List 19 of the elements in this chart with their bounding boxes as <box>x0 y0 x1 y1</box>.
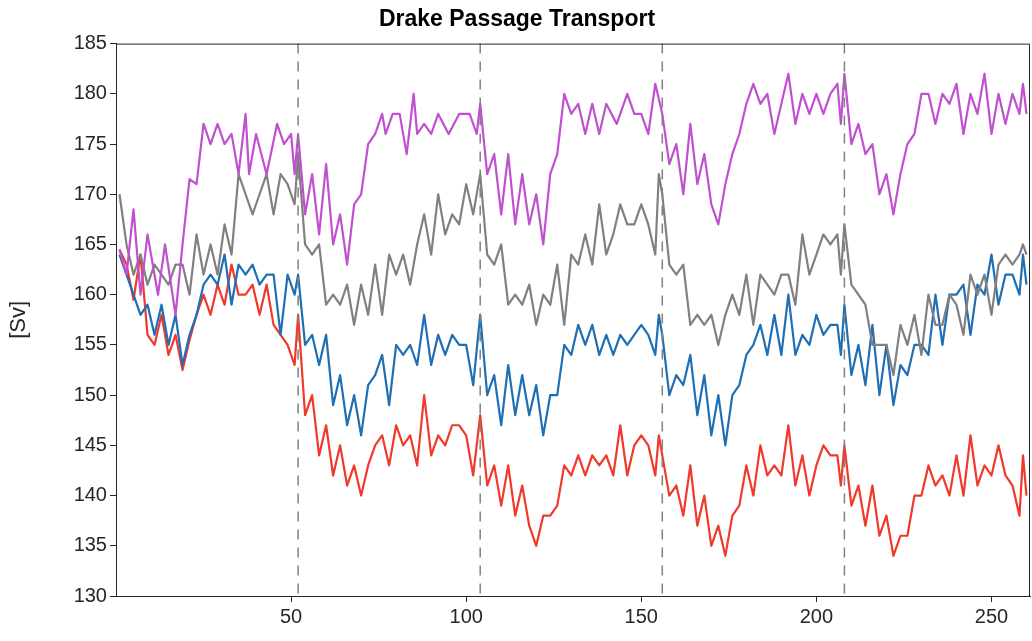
y-tick-label: 180 <box>73 81 107 104</box>
y-tick-label: 135 <box>73 533 107 556</box>
x-tick-label: 250 <box>974 604 1009 627</box>
y-tick-label: 170 <box>73 181 107 204</box>
y-tick-label: 130 <box>73 583 107 606</box>
y-tick-label: 185 <box>73 31 107 54</box>
y-axis-title: [Sv] <box>5 300 31 339</box>
x-tick-label: 100 <box>449 604 483 627</box>
chart-title: Drake Passage Transport <box>378 5 656 32</box>
x-tick-label: 50 <box>279 604 303 627</box>
x-tick-label: 150 <box>624 604 658 627</box>
y-tick-label: 175 <box>73 131 107 154</box>
y-tick-label: 145 <box>73 432 107 455</box>
y-tick-label: 165 <box>73 231 107 254</box>
y-tick-label: 155 <box>73 332 107 355</box>
x-tick-label: 200 <box>799 604 834 627</box>
y-tick-label: 140 <box>73 483 107 506</box>
y-tick-label: 160 <box>73 282 107 305</box>
y-tick-label: 150 <box>73 382 107 405</box>
